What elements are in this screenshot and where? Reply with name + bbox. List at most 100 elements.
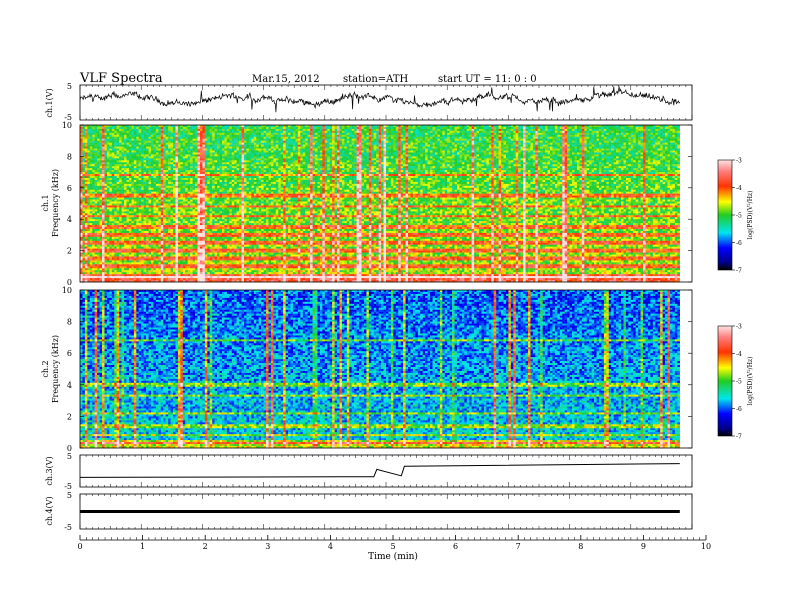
ch1-spec-cell bbox=[618, 125, 622, 128]
ch1-spec-cell bbox=[204, 128, 208, 132]
ch1-spec-cell bbox=[567, 130, 570, 134]
ch1-spec-cell bbox=[221, 140, 225, 143]
ch1-spec-cell bbox=[363, 134, 367, 137]
ch1-spec-cell bbox=[214, 128, 218, 132]
ch1-spec-cell bbox=[386, 130, 389, 134]
ch1-spec-cell bbox=[589, 132, 592, 136]
ch1-spec-cell bbox=[366, 142, 370, 145]
ch1-spec-cell bbox=[236, 142, 240, 145]
ch1-spec-cell bbox=[114, 128, 117, 132]
ch1-spec-cell bbox=[307, 134, 311, 137]
ch1-spec-cell bbox=[278, 136, 281, 139]
ch1-spec-cell bbox=[126, 126, 130, 130]
ch1-spec-cell bbox=[322, 142, 325, 145]
ch1-spec-cell bbox=[660, 132, 663, 136]
ch1-spec-cell bbox=[268, 134, 272, 137]
ch1-spec-cell bbox=[202, 134, 206, 137]
ch1-spec-cell bbox=[645, 134, 649, 137]
ch1-spec-cell bbox=[606, 138, 609, 141]
ch1-spec-cell bbox=[591, 142, 595, 145]
ch1-spec-cell bbox=[410, 146, 414, 149]
ch1-spec-cell bbox=[608, 158, 612, 161]
ch1-spec-cell bbox=[258, 148, 262, 151]
ch1-spec-cell bbox=[527, 142, 531, 145]
ch1-spec-cell bbox=[598, 160, 602, 163]
ch1-spec-cell bbox=[638, 140, 641, 143]
ch1-spec-cell bbox=[540, 136, 543, 139]
ch1-spec-cell bbox=[177, 126, 181, 130]
ch1-spec-cell bbox=[138, 156, 142, 159]
ch1-spec-cell bbox=[368, 125, 372, 128]
ch1-spec-cell bbox=[322, 152, 325, 155]
ch1-spec-cell bbox=[403, 144, 406, 147]
ch1-spec-cell bbox=[199, 142, 203, 145]
ch1-spec-cell bbox=[496, 140, 499, 143]
ch1-spec-cell bbox=[486, 158, 490, 161]
ch1-spec-cell bbox=[479, 156, 482, 159]
ch1-spec-cell bbox=[630, 146, 634, 149]
ch1-spec-cell bbox=[488, 148, 492, 151]
ch1-spec-cell bbox=[383, 126, 387, 130]
ch1-spec-cell bbox=[214, 150, 218, 153]
ch1-spec-cell bbox=[535, 140, 538, 143]
ch1-spec-cell bbox=[660, 128, 663, 132]
ch1-spec-cell bbox=[569, 154, 573, 157]
ch1-spec-cell bbox=[290, 152, 294, 155]
ch1-spec-cell bbox=[155, 152, 159, 155]
ch1-spec-cell bbox=[268, 160, 272, 163]
ch1-spec-cell bbox=[226, 128, 230, 132]
ch1-spec-cell bbox=[510, 150, 514, 153]
ch1-spec-cell bbox=[234, 126, 237, 130]
ch1-spec-cell bbox=[143, 152, 147, 155]
ch1-spec-cell bbox=[603, 158, 607, 161]
ch1-spec-cell bbox=[190, 156, 193, 159]
ch1-spec-cell bbox=[596, 160, 600, 163]
ch1-spec-cell bbox=[589, 156, 592, 159]
ch1-spec-cell bbox=[427, 128, 431, 132]
ch1-spec-cell bbox=[422, 128, 426, 132]
ch1-spec-cell bbox=[155, 148, 159, 151]
ch1-spec-cell bbox=[422, 132, 426, 136]
ch1-spec-cell bbox=[633, 154, 636, 157]
ch1-spec-cell bbox=[613, 134, 617, 137]
ch1-spec-cell bbox=[89, 138, 93, 141]
ch1-spec-cell bbox=[444, 132, 448, 136]
ch1-spec-cell bbox=[329, 156, 333, 159]
ch1-spec-cell bbox=[476, 144, 480, 147]
ch1-spec-cell bbox=[606, 140, 609, 143]
ch1-spec-cell bbox=[187, 132, 191, 136]
ch1-spec-cell bbox=[618, 154, 622, 157]
ch1-spec-cell bbox=[381, 130, 384, 134]
ch1-spec-cell bbox=[219, 130, 223, 134]
ch1-spec-cell bbox=[204, 146, 208, 149]
ch1-spec-cell bbox=[584, 156, 587, 159]
ch1-spec-cell bbox=[621, 150, 624, 153]
ch1-spec-cell bbox=[550, 144, 553, 147]
ch1-spec-cell bbox=[99, 128, 103, 132]
ch1-spec-cell bbox=[459, 134, 463, 137]
ch1-spec-cell bbox=[547, 160, 551, 163]
ch1-spec-cell bbox=[552, 158, 556, 161]
ch1-spec-cell bbox=[415, 156, 419, 159]
ch1-spec-cell bbox=[87, 144, 90, 147]
ch1-spec-cell bbox=[334, 162, 338, 165]
ch1-spec-cell bbox=[562, 150, 565, 153]
ch1-spec-cell bbox=[667, 138, 671, 141]
ch1-spec-cell bbox=[283, 138, 286, 141]
ch1-spec-cell bbox=[221, 125, 225, 128]
ch1-spec-cell bbox=[557, 130, 561, 134]
ch1-spec-cell bbox=[488, 142, 492, 145]
ch1-spec-cell bbox=[368, 146, 372, 149]
ch1-spec-cell bbox=[190, 154, 193, 157]
ch1-spec-cell bbox=[434, 136, 438, 139]
ch1-spec-cell bbox=[94, 142, 98, 145]
ch1-spec-cell bbox=[420, 134, 423, 137]
ch1-spec-cell bbox=[586, 152, 590, 155]
ch1-spec-cell bbox=[292, 148, 296, 151]
ch1-spec-cell bbox=[207, 142, 210, 145]
ch1-spec-cell bbox=[430, 148, 433, 151]
ch1-spec-cell bbox=[329, 154, 333, 157]
ch1-spec-cell bbox=[310, 160, 313, 163]
ch1-spec-cell bbox=[655, 150, 658, 153]
ch1-spec-cell bbox=[207, 125, 210, 128]
